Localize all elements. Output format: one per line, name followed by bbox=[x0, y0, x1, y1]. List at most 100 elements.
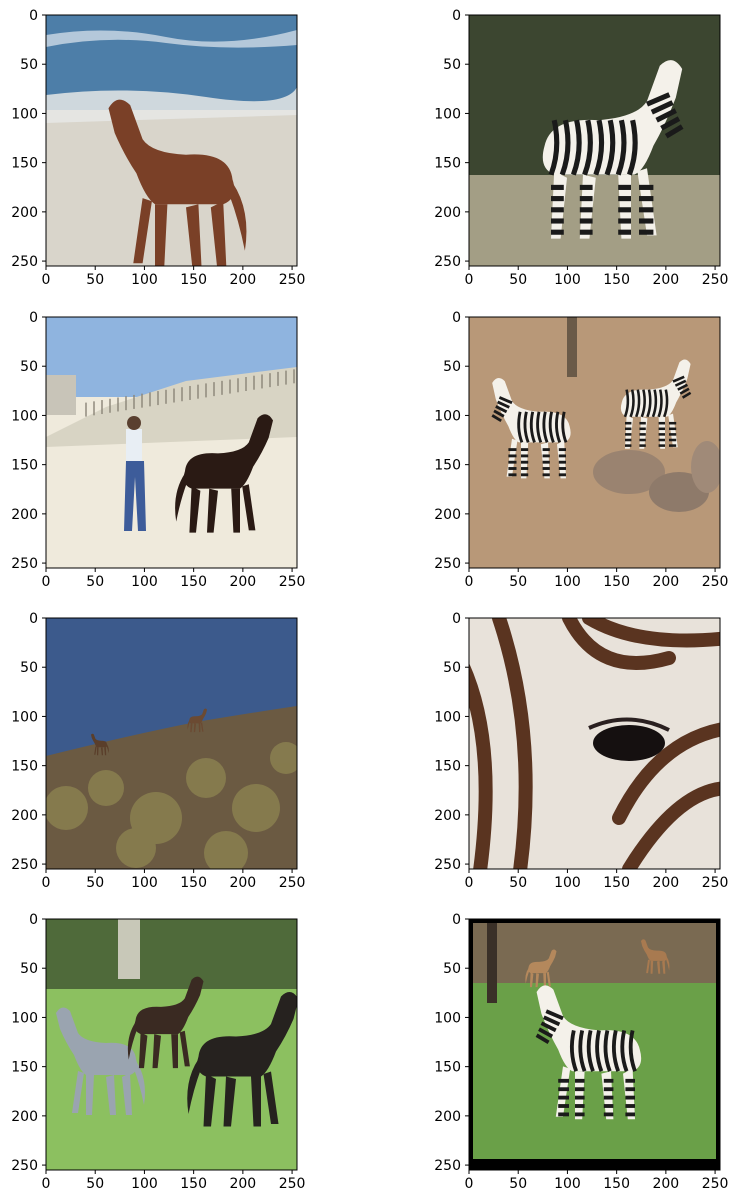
horse-tail bbox=[229, 182, 247, 251]
dunes bbox=[46, 367, 297, 447]
horse-on-beach-photo bbox=[46, 15, 297, 266]
x-tick-label: 50 bbox=[86, 272, 104, 288]
x-tick-label: 0 bbox=[42, 875, 51, 891]
eye bbox=[593, 725, 665, 761]
horse-figure bbox=[55, 1007, 145, 1115]
horse-legs bbox=[133, 198, 227, 266]
man-shirt bbox=[126, 429, 142, 461]
y-tick-label: 200 bbox=[11, 205, 38, 221]
axes-frame bbox=[45, 617, 298, 870]
x-tick-label: 250 bbox=[279, 574, 306, 590]
rock bbox=[691, 441, 720, 493]
zebra-standing-in-grass-photo bbox=[469, 15, 720, 266]
y-tick-label: 100 bbox=[11, 1010, 38, 1026]
y-tick-label: 250 bbox=[11, 254, 38, 270]
zebra-stripes bbox=[535, 1009, 637, 1117]
horse-legs bbox=[203, 1071, 279, 1127]
x-tick-label: 100 bbox=[554, 1176, 581, 1192]
horse-tail bbox=[134, 1061, 145, 1105]
x-tick-label: 0 bbox=[42, 574, 51, 590]
x-tick-label: 150 bbox=[180, 272, 207, 288]
y-tick-label: 250 bbox=[434, 254, 461, 270]
axes-frame bbox=[468, 617, 721, 870]
x-tick-label: 250 bbox=[279, 875, 306, 891]
horse-figure bbox=[187, 992, 297, 1127]
x-tick-label: 250 bbox=[702, 272, 729, 288]
y-tick-label: 250 bbox=[434, 1158, 461, 1174]
y-tick-label: 50 bbox=[443, 57, 461, 73]
x-tick-label: 250 bbox=[279, 272, 306, 288]
y-tick-label: 200 bbox=[434, 808, 461, 824]
shore-foam bbox=[46, 87, 297, 123]
horse-figure bbox=[108, 99, 247, 266]
horse-tail bbox=[187, 1059, 201, 1114]
x-tick-label: 50 bbox=[509, 875, 527, 891]
y-tick-label: 150 bbox=[11, 156, 38, 172]
horse-body bbox=[189, 708, 207, 724]
zebra-figure bbox=[620, 359, 692, 449]
y-tick-label: 0 bbox=[29, 912, 38, 928]
x-tick-label: 100 bbox=[554, 272, 581, 288]
horse-body bbox=[197, 992, 297, 1077]
horses-grazing-photo bbox=[46, 919, 297, 1170]
horse-legs bbox=[529, 971, 551, 988]
x-tick-label: 50 bbox=[509, 1176, 527, 1192]
tree-trunk bbox=[567, 317, 577, 377]
y-tick-label: 100 bbox=[434, 709, 461, 725]
house bbox=[46, 375, 76, 415]
horse-body bbox=[641, 939, 667, 961]
x-tick-label: 150 bbox=[603, 574, 630, 590]
horse-tail bbox=[127, 1022, 138, 1060]
y-tick-label: 0 bbox=[452, 8, 461, 24]
dirt bbox=[469, 317, 720, 568]
stripes bbox=[469, 618, 720, 869]
y-tick-label: 100 bbox=[11, 106, 38, 122]
horse-figure bbox=[175, 414, 273, 533]
x-tick-label: 100 bbox=[131, 272, 158, 288]
y-tick-label: 250 bbox=[434, 556, 461, 572]
horse-tail bbox=[187, 720, 190, 730]
axes-frame bbox=[468, 316, 721, 569]
x-tick-label: 250 bbox=[279, 1176, 306, 1192]
horse-tail bbox=[665, 956, 670, 971]
horse-figure bbox=[127, 976, 204, 1069]
horse-legs bbox=[72, 1071, 132, 1115]
y-tick-label: 100 bbox=[434, 408, 461, 424]
y-tick-label: 200 bbox=[434, 205, 461, 221]
axes-frame bbox=[468, 918, 721, 1171]
man-head bbox=[127, 416, 141, 430]
x-tick-label: 0 bbox=[465, 272, 474, 288]
x-tick-label: 150 bbox=[603, 272, 630, 288]
zebra-stripes bbox=[623, 375, 692, 447]
y-tick-label: 250 bbox=[11, 556, 38, 572]
horse-body bbox=[183, 414, 273, 489]
bushes bbox=[473, 923, 716, 983]
y-tick-label: 0 bbox=[452, 310, 461, 326]
x-tick-label: 200 bbox=[229, 1176, 256, 1192]
horse-figure bbox=[187, 708, 207, 733]
horse-tail bbox=[525, 968, 530, 984]
axes-frame bbox=[45, 14, 298, 267]
y-tick-label: 250 bbox=[11, 857, 38, 873]
horse-legs bbox=[94, 746, 107, 756]
y-tick-label: 0 bbox=[29, 8, 38, 24]
zebra-in-framed-meadow-photo bbox=[469, 919, 720, 1170]
y-tick-label: 150 bbox=[434, 458, 461, 474]
y-tick-label: 50 bbox=[20, 57, 38, 73]
y-tick-label: 50 bbox=[443, 359, 461, 375]
horse-tail bbox=[175, 473, 188, 522]
horses-on-hillside-photo bbox=[46, 618, 297, 869]
x-tick-label: 250 bbox=[702, 875, 729, 891]
x-tick-label: 0 bbox=[42, 272, 51, 288]
zebra-figure bbox=[542, 60, 684, 239]
y-tick-label: 150 bbox=[11, 458, 38, 474]
x-tick-label: 150 bbox=[603, 1176, 630, 1192]
tree-line bbox=[46, 919, 297, 989]
x-tick-label: 200 bbox=[229, 272, 256, 288]
